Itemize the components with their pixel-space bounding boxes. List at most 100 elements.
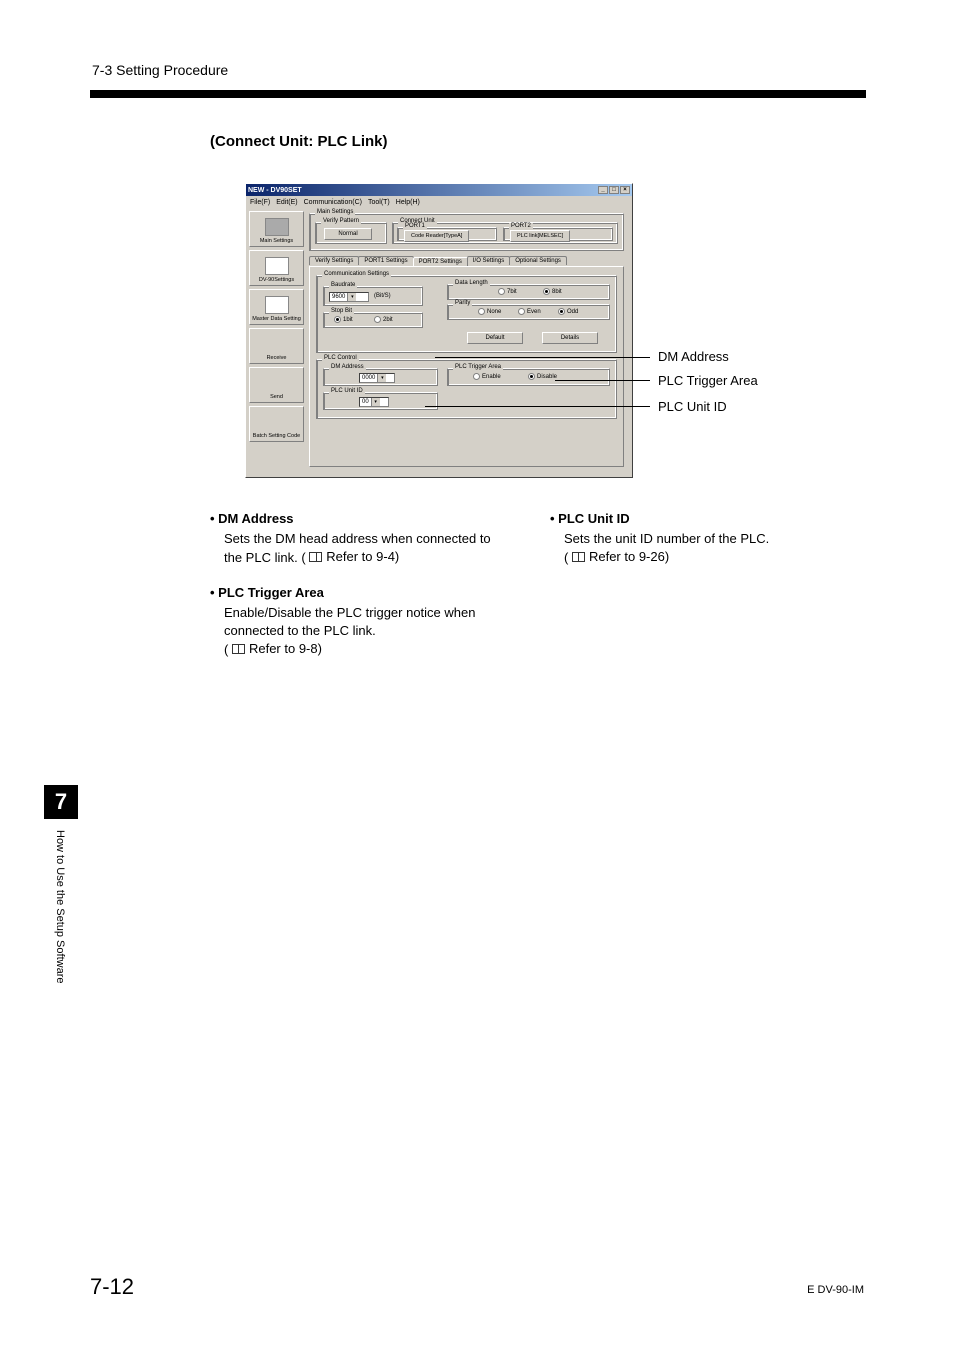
unit-id-value: 00 [362,399,369,405]
radio-label: None [487,309,501,315]
radio-label: Disable [537,374,557,380]
radio-label: 1bit [343,317,353,323]
port1-button[interactable]: Code Reader[TypeA] [404,230,469,242]
sidebar-send[interactable]: Send [249,367,304,403]
section-header: 7-3 Setting Procedure [92,62,228,78]
bullet-unit: • PLC Unit ID Sets the unit ID number of… [550,510,850,568]
sidebar-receive[interactable]: Receive [249,328,304,364]
bullet-trigger-title: • PLC Trigger Area [210,584,510,602]
gb-comm: 9600▾ (Bit/S) 7bit 8bit None Even Odd 1b… [316,275,617,353]
minimize-button[interactable]: _ [598,186,608,194]
bullet-trigger: • PLC Trigger Area Enable/Disable the PL… [210,584,510,660]
gb-plc-unit-id: 00▾ [323,392,438,410]
trigger-body1: Enable/Disable the PLC trigger notice wh… [224,604,510,640]
footer-code: E DV-90-IM [807,1284,864,1296]
sidebar-label: Main Settings [260,238,293,244]
tab-row: Verify Settings PORT1 Settings PORT2 Set… [309,256,566,265]
tab-optional[interactable]: Optional Settings [509,256,567,265]
tab-panel: 9600▾ (Bit/S) 7bit 8bit None Even Odd 1b… [309,266,624,467]
sidebar-master-data[interactable]: Master Data Setting [249,289,304,325]
sidebar-dv90-settings[interactable]: DV-90Settings [249,250,304,286]
sidebar-batch-code[interactable]: Batch Setting Code [249,406,304,442]
book-icon [232,644,245,654]
menu-help[interactable]: Help(H) [396,199,420,206]
radio-parity-none[interactable]: None [478,308,501,315]
gb-parity: None Even Odd [447,304,610,320]
gb-verify-pattern: Normal [315,222,387,244]
callout-line-trigger [555,380,650,381]
baud-unit: (Bit/S) [374,293,391,299]
default-button[interactable]: Default [467,332,523,344]
radio-parity-even[interactable]: Even [518,308,541,315]
book-icon [309,552,322,562]
callout-trigger-area: PLC Trigger Area [658,373,758,388]
sidebar-main-settings[interactable]: Main Settings [249,211,304,247]
bullet-unit-title: • PLC Unit ID [550,510,850,528]
chevron-down-icon: ▾ [377,374,386,382]
port2-button[interactable]: PLC link[MELSEC] [510,230,570,242]
callout-line-unit [425,406,650,407]
radio-trigger-enable[interactable]: Enable [473,373,501,380]
dm-address-dropdown[interactable]: 0000▾ [359,373,395,383]
gb-plc-control: 0000▾ Enable Disable 00▾ [316,359,617,419]
baudrate-value: 9600 [332,294,345,300]
gb-port2: PLC link[MELSEC] [503,227,613,241]
radio-trigger-disable[interactable]: Disable [528,373,557,380]
callout-line-dm [435,357,650,358]
refer-trigger: Refer to 9-8) [249,640,322,658]
radio-8bit[interactable]: 8bit [543,288,562,295]
tab-verify[interactable]: Verify Settings [309,256,359,265]
callout-dm-address: DM Address [658,349,729,364]
chevron-down-icon: ▾ [371,398,380,406]
gb-main-settings: Normal Code Reader[TypeA] PLC link[MELSE… [309,213,624,251]
menu-file[interactable]: File(F) [250,199,270,206]
tab-port2[interactable]: PORT2 Settings [413,257,468,266]
gb-dm-address: 0000▾ [323,368,438,386]
verify-pattern-button[interactable]: Normal [324,228,372,240]
sidebar-label: DV-90Settings [259,277,294,283]
main-settings-icon [265,218,289,236]
bullet-dm: • DM Address Sets the DM head address wh… [210,510,510,568]
refer-unit: Refer to 9-26) [589,548,669,566]
unit-id-dropdown[interactable]: 00▾ [359,397,389,407]
side-vertical-text: How to Use the Setup Software [54,830,66,983]
radio-label: 7bit [507,289,517,295]
page-number: 7-12 [90,1274,134,1300]
titlebar: NEW - DV90SET _ □ × [246,184,632,196]
tab-io[interactable]: I/O Settings [467,256,510,265]
menu-communication[interactable]: Communication(C) [304,199,362,206]
radio-stop-1bit[interactable]: 1bit [334,316,353,323]
app-window: NEW - DV90SET _ □ × File(F) Edit(E) Comm… [245,183,633,478]
master-data-icon [265,296,289,314]
radio-7bit[interactable]: 7bit [498,288,517,295]
menu-tool[interactable]: Tool(T) [368,199,390,206]
trigger-body2: ( [224,642,228,657]
radio-label: 8bit [552,289,562,295]
sidebar-label: Send [270,394,283,400]
menu-edit[interactable]: Edit(E) [276,199,297,206]
header-rule [90,90,866,98]
close-button[interactable]: × [620,186,630,194]
gb-stop-bit: 1bit 2bit [323,312,423,328]
baudrate-dropdown[interactable]: 9600▾ [329,292,369,302]
refer-dm: Refer to 9-4) [326,548,399,566]
sidebar: Main Settings DV-90Settings Master Data … [249,211,304,442]
details-button[interactable]: Details [542,332,598,344]
dv90-icon [265,257,289,275]
dm-address-value: 0000 [362,375,375,381]
tab-port1[interactable]: PORT1 Settings [358,256,413,265]
gb-connect-unit: Code Reader[TypeA] PLC link[MELSEC] [392,222,618,244]
gb-port1: Code Reader[TypeA] [397,227,497,241]
gb-data-length: 7bit 8bit [447,284,610,300]
gb-baudrate: 9600▾ (Bit/S) [323,286,423,306]
radio-stop-2bit[interactable]: 2bit [374,316,393,323]
chapter-tab: 7 [44,785,78,819]
radio-parity-odd[interactable]: Odd [558,308,578,315]
radio-label: Even [527,309,541,315]
radio-label: Enable [482,374,501,380]
page-subtitle: (Connect Unit: PLC Link) [210,133,387,150]
radio-label: Odd [567,309,578,315]
maximize-button[interactable]: □ [609,186,619,194]
callout-unit-id: PLC Unit ID [658,399,727,414]
sidebar-label: Receive [267,355,287,361]
